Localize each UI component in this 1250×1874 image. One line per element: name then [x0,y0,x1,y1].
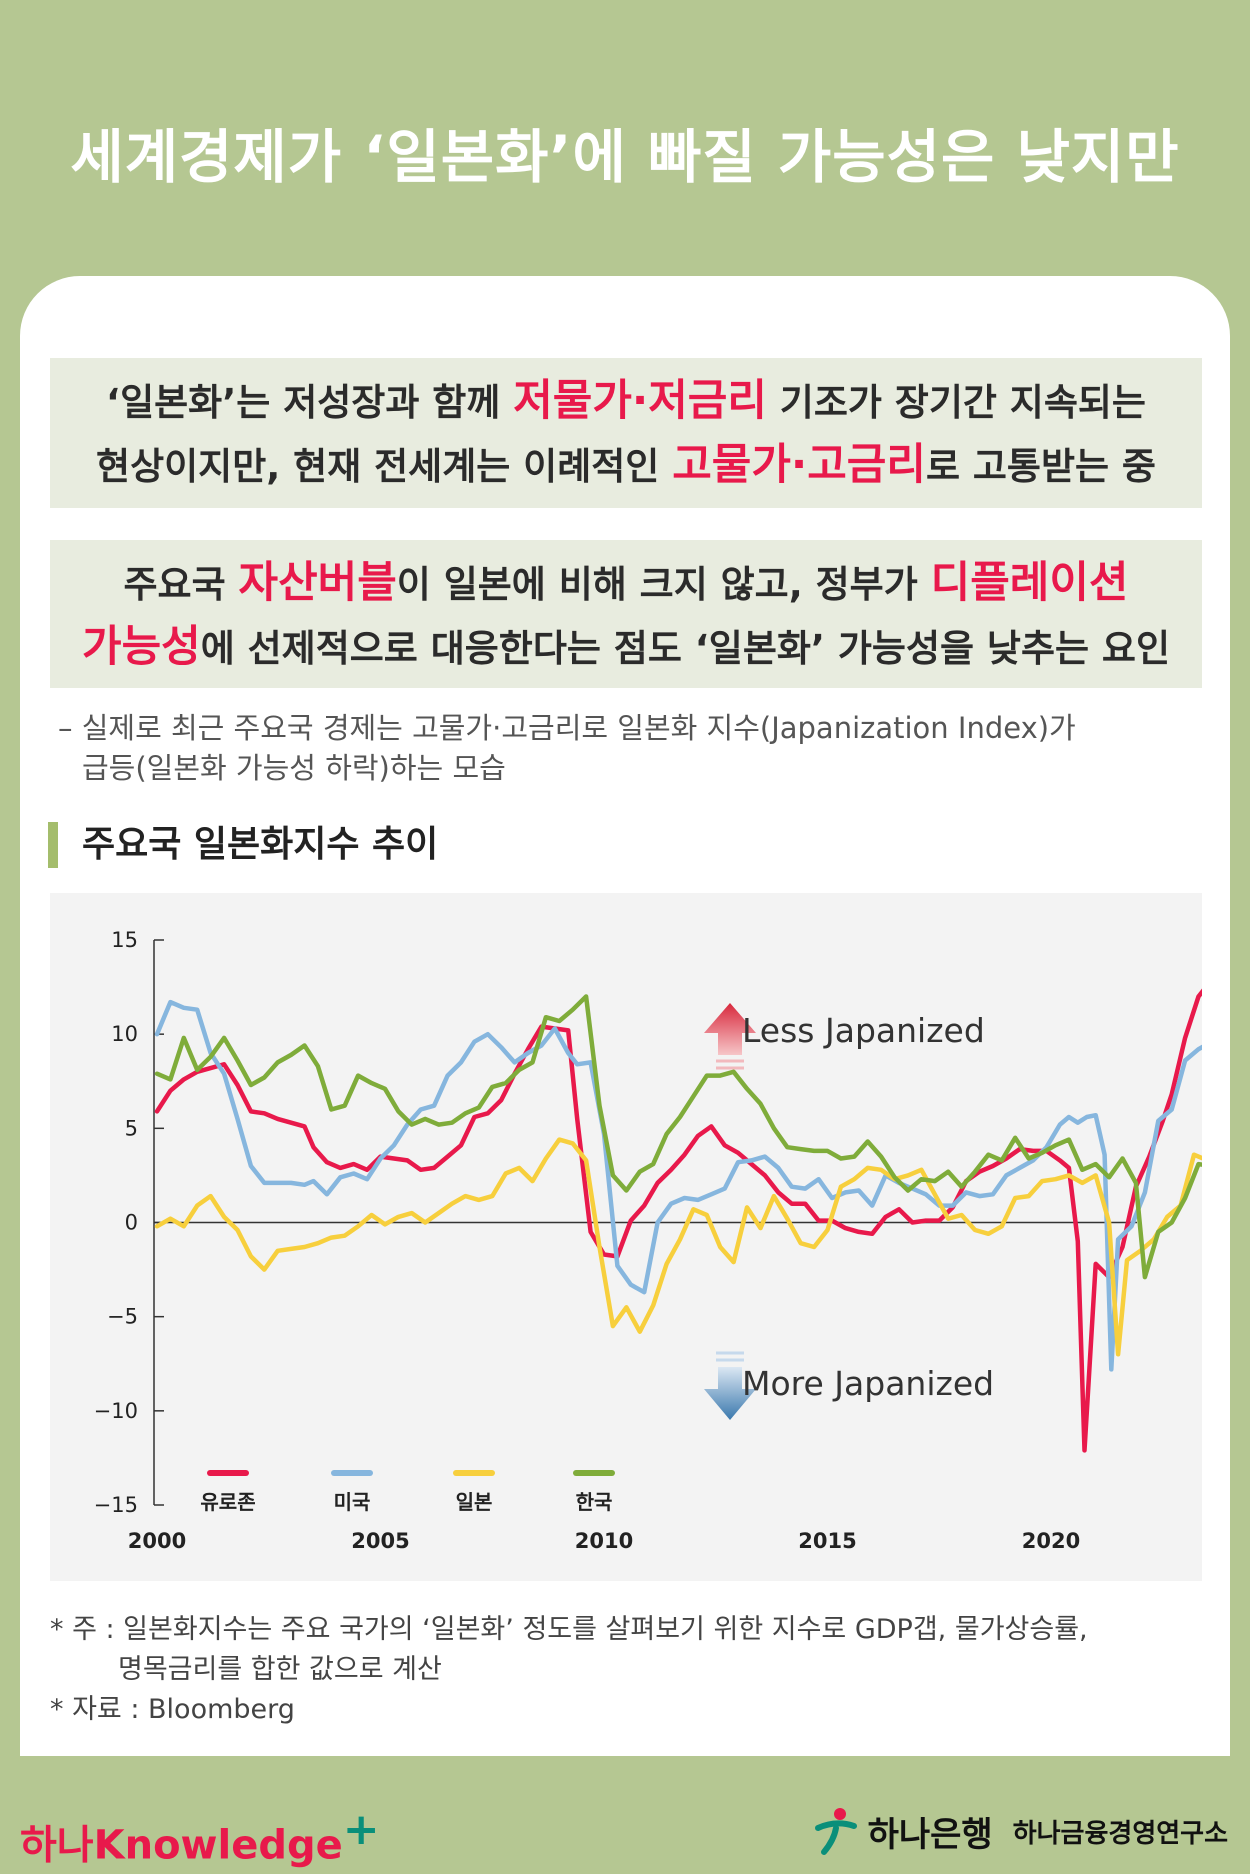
highlight-text: 저물가·저금리 [513,376,767,426]
line-chart: 15 10 5 0 −5 −10 −15 2000 2005 2010 2015 2020 유로존 미국 일… [94,928,1202,1553]
bank-name: 하나은행 [867,1814,993,1855]
footnotes: * 주 : 일본화지수는 주요 국가의 ‘일본화’ 정도를 살펴보기 위한 지수… [50,1610,1088,1730]
footnote-line: * 주 : 일본화지수는 주요 국가의 ‘일본화’ 정도를 살펴보기 위한 지수… [50,1614,1088,1645]
legend-label: 한국 [576,1490,613,1514]
footnote-source: * 자료 : Bloomberg [50,1694,295,1725]
footnote-line: 명목금리를 합한 값으로 계산 [118,1654,442,1685]
note-line-1: – 실제로 최근 주요국 경제는 고물가·고금리로 일본화 지수(Japaniz… [58,711,1076,745]
down-arrow-icon [704,1367,756,1420]
series-line-korea [154,994,1202,1280]
y-tick-label: 5 [125,1116,138,1140]
legend-label: 일본 [456,1490,493,1514]
annotation-less-japanized: Less Japanized [742,1011,985,1050]
annotation-more-japanized: More Japanized [742,1364,994,1403]
x-tick-label: 2010 [575,1529,633,1553]
summary-text: 에 선제적으로 대응한다는 점도 ‘일본화’ 가능성을 낮추는 요인 [200,627,1170,670]
summary-text: 주요국 [123,563,239,606]
y-tick-label: 0 [125,1211,138,1235]
up-arrow-icon [704,1003,756,1055]
hana-logo-icon [814,1808,857,1855]
summary-box-2: 주요국 자산버블이 일본에 비해 크지 않고, 정부가 디플레이션 가능성에 선… [50,540,1202,688]
x-tick-label: 2000 [128,1529,186,1553]
y-tick-label: −5 [107,1305,138,1329]
series-line-japan [154,1137,1202,1357]
x-tick-label: 2005 [351,1529,409,1553]
x-tick-label: 2020 [1022,1529,1080,1553]
summary-text: 로 고통받는 중 [925,445,1156,488]
y-tick-label: 10 [111,1022,138,1046]
summary-box-1: ‘일본화’는 저성장과 함께 저물가·저금리 기조가 장기간 지속되는 현상이지… [50,358,1202,508]
plus-icon: + [342,1804,380,1855]
highlight-text: 자산버블 [238,558,397,608]
series-line-eurozone [154,988,1202,1453]
highlight-text: 고물가·고금리 [672,440,926,490]
summary-text: 현상이지만, 현재 전세계는 이례적인 [96,445,673,488]
series-line-usa [154,999,1202,1372]
knowledge-logo-text: 하나Knowledge [20,1822,343,1869]
highlight-text: 디플레이션 [930,558,1129,608]
legend-label: 미국 [334,1490,371,1514]
x-tick-label: 2015 [798,1529,856,1553]
y-tick-label: −10 [94,1399,138,1423]
note: – 실제로 최근 주요국 경제는 고물가·고금리로 일본화 지수(Japaniz… [58,708,1076,788]
knowledge-logo: 하나Knowledge+ [20,1804,380,1870]
summary-line: 가능성에 선제적으로 대응한다는 점도 ‘일본화’ 가능성을 낮추는 요인 [50,616,1202,680]
summary-line: ‘일본화’는 저성장과 함께 저물가·저금리 기조가 장기간 지속되는 [50,370,1202,434]
highlight-text: 가능성 [82,622,201,672]
note-line-2: 급등(일본화 가능성 하락)하는 모습 [82,751,506,785]
institute-name: 하나금융경영연구소 [1012,1818,1228,1849]
y-tick-label: −15 [94,1493,138,1517]
page-title: 세계경제가 ‘일본화’에 빠질 가능성은 낮지만 [70,123,1180,191]
hana-brand: 하나은행 하나금융경영연구소 [814,1806,1228,1856]
y-tick-label: 15 [111,928,138,952]
chart-panel: 15 10 5 0 −5 −10 −15 2000 2005 2010 2015 2020 유로존 미국 일… [50,893,1202,1581]
summary-text: 이 일본에 비해 크지 않고, 정부가 [396,563,931,606]
summary-line: 현상이지만, 현재 전세계는 이례적인 고물가·고금리로 고통받는 중 [50,434,1202,498]
legend-label: 유로존 [200,1490,255,1514]
summary-line: 주요국 자산버블이 일본에 비해 크지 않고, 정부가 디플레이션 [50,552,1202,616]
chart-heading: 주요국 일본화지수 추이 [48,822,438,868]
summary-text: ‘일본화’는 저성장과 함께 [106,381,514,424]
summary-text: 기조가 장기간 지속되는 [766,381,1146,424]
